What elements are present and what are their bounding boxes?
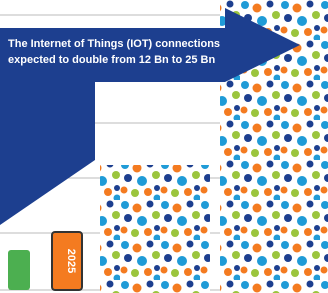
page: {"caption": {"line1": "The Internet of T… xyxy=(0,0,328,293)
infographic: 2025 The Internet of Things (IOT) connec… xyxy=(0,0,328,293)
caption-line: expected to double from 12 Bn to 25 Bn xyxy=(8,54,215,66)
bar-label: 2025 xyxy=(65,249,77,273)
green-bar xyxy=(8,250,30,290)
caption-line: The Internet of Things (IOT) connections xyxy=(8,38,220,50)
dotted-column xyxy=(100,165,210,293)
